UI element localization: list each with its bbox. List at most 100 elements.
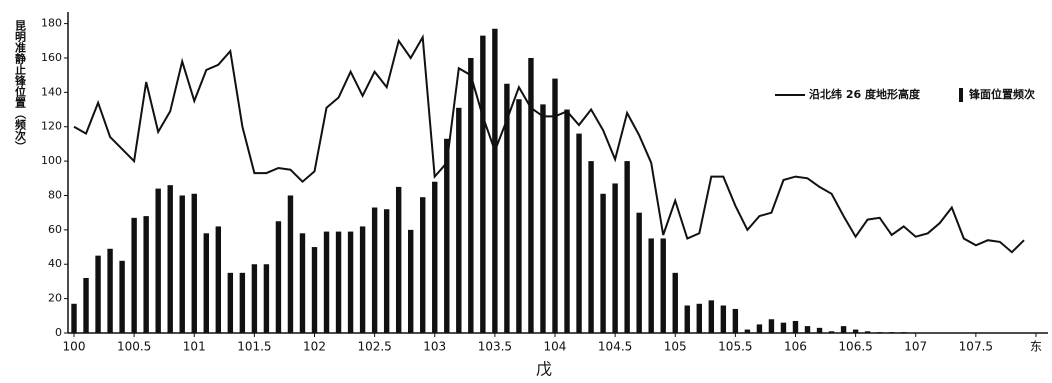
- y-tick-label: 20: [48, 292, 62, 305]
- bar: [588, 161, 594, 333]
- bar: [708, 300, 715, 333]
- bar: [888, 332, 895, 333]
- bar: [95, 255, 101, 333]
- bar: [215, 226, 222, 333]
- y-tick-label: 80: [48, 188, 62, 201]
- bar: [768, 319, 775, 333]
- bar: [876, 332, 883, 333]
- bar: [83, 277, 89, 333]
- bar: [516, 99, 522, 334]
- legend-swatch: [959, 88, 963, 102]
- bar: [359, 226, 366, 333]
- x-tick-label: 102.5: [357, 340, 391, 354]
- bar: [600, 193, 606, 333]
- bar: [672, 272, 678, 333]
- bar: [347, 231, 354, 333]
- y-tick-label: 40: [48, 257, 62, 270]
- bar: [636, 212, 642, 333]
- bar: [239, 272, 246, 333]
- bar: [143, 216, 149, 333]
- bar: [492, 28, 498, 334]
- bar: [323, 231, 330, 333]
- x-tick-label: 105.5: [718, 340, 752, 354]
- bar: [251, 264, 258, 333]
- bar: [71, 303, 77, 333]
- bar: [792, 320, 799, 333]
- bar: [660, 238, 666, 333]
- x-tick-label: 107.5: [959, 340, 993, 354]
- legend-label: 沿北纬 26 度地形高度: [809, 87, 921, 101]
- bar: [720, 305, 727, 333]
- bar: [828, 331, 835, 333]
- bar: [696, 303, 702, 333]
- x-tick-label: 106.5: [838, 340, 872, 354]
- bar: [383, 209, 390, 333]
- bar: [504, 83, 510, 333]
- bar: [155, 188, 161, 333]
- y-tick-label: 100: [41, 154, 62, 167]
- bar: [299, 233, 306, 333]
- legend-label: 锋面位置频次: [969, 87, 1035, 101]
- x-tick-label: 104.5: [598, 340, 632, 354]
- x-tick-label: 106: [784, 340, 807, 354]
- bar: [395, 186, 402, 333]
- x-tick-label: 107: [904, 340, 927, 354]
- bar: [528, 57, 534, 334]
- bar: [203, 233, 209, 333]
- bar: [480, 35, 486, 334]
- bar: [852, 329, 859, 333]
- x-tick-label: 101: [183, 340, 206, 354]
- bar: [287, 195, 294, 333]
- y-tick-label: 120: [41, 120, 62, 133]
- bar: [624, 161, 630, 333]
- bar: [432, 181, 438, 333]
- bar: [167, 185, 173, 333]
- x-axis-label: 戊: [536, 360, 552, 379]
- x-tick-label: 101.5: [237, 340, 271, 354]
- bar: [840, 326, 847, 333]
- bar: [540, 104, 546, 333]
- bar: [816, 327, 823, 333]
- x-tick-label: 103: [423, 340, 446, 354]
- y-tick-label: 180: [41, 17, 62, 30]
- bar: [407, 229, 414, 333]
- bar: [131, 217, 137, 333]
- bar: [275, 221, 282, 333]
- bar: [756, 324, 763, 333]
- y-axis-label: 昆明准静止锋位置（频次）: [14, 20, 28, 152]
- bar: [648, 238, 654, 333]
- bar: [227, 272, 234, 333]
- bar: [444, 138, 450, 333]
- bar: [732, 308, 739, 333]
- bar: [744, 329, 751, 333]
- bar: [191, 193, 197, 333]
- bar: [864, 331, 871, 333]
- x-tick-label: 东: [1030, 340, 1042, 354]
- bar: [371, 207, 378, 333]
- bar: [107, 248, 113, 333]
- y-tick-label: 160: [41, 51, 62, 64]
- x-tick-label: 100.5: [117, 340, 151, 354]
- bar: [564, 109, 570, 333]
- y-tick-label: 60: [48, 223, 62, 236]
- bar: [263, 264, 270, 333]
- bar: [780, 322, 787, 333]
- bar: [552, 78, 558, 333]
- x-tick-label: 104: [544, 340, 567, 354]
- x-tick-label: 103.5: [478, 340, 512, 354]
- bar: [335, 231, 342, 333]
- bar: [420, 197, 426, 333]
- bar: [684, 305, 690, 333]
- x-tick-label: 105: [664, 340, 687, 354]
- bar: [576, 133, 582, 333]
- line: [73, 34, 1025, 254]
- bar: [901, 332, 907, 333]
- x-tick-label: 102: [303, 340, 326, 354]
- y-tick-label: 140: [41, 85, 62, 98]
- bar: [456, 107, 462, 333]
- x-tick-label: 100: [63, 340, 86, 354]
- bar: [804, 326, 811, 333]
- y-tick-label: 0: [55, 326, 62, 339]
- bar: [612, 183, 618, 333]
